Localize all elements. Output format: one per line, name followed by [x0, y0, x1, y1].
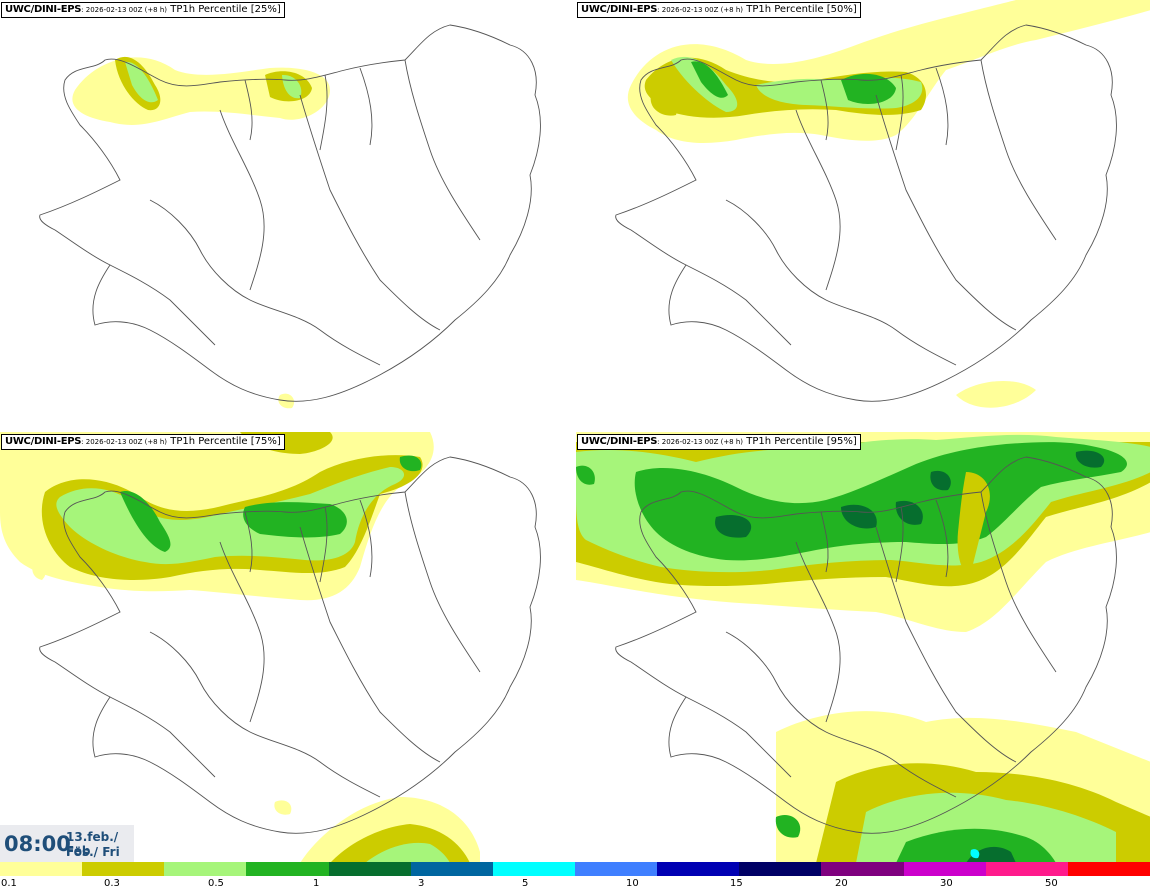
precip-map-p95: [576, 432, 1150, 863]
legend-tick-label: 20: [835, 878, 848, 889]
legend-tick-label: 50: [1045, 878, 1058, 889]
model-name: UWC/DINI-EPS: [581, 436, 658, 447]
legend-tick-label: 30: [940, 878, 953, 889]
precip-map-p75: [0, 432, 541, 863]
run-info: : 2026-02-13 00Z (+8 h): [657, 438, 744, 446]
legend-color-segment: [82, 862, 165, 876]
legend-color-segment: [1067, 862, 1150, 876]
map-panel-p25: UWC/DINI-EPS: 2026-02-13 00Z (+8 h) TP1h…: [0, 0, 575, 431]
precip-fields: [72, 56, 330, 409]
legend-color-segment: [821, 862, 904, 876]
legend-color-segment: [657, 862, 740, 876]
product-label: TP1h Percentile [75%]: [167, 436, 281, 447]
valid-time: 08:00: [4, 832, 71, 856]
legend-tick-label: 0.1: [1, 878, 17, 889]
legend-tick-label: 5: [522, 878, 529, 889]
precip-fields: [0, 432, 480, 863]
precip-map-p25: [39, 24, 541, 409]
legend-tick-label: 0.5: [208, 878, 224, 889]
map-panel-p50: UWC/DINI-EPS: 2026-02-13 00Z (+8 h) TP1h…: [576, 0, 1150, 431]
panel-header-p95: UWC/DINI-EPS: 2026-02-13 00Z (+8 h) TP1h…: [577, 434, 861, 450]
model-name: UWC/DINI-EPS: [5, 4, 82, 15]
legend-color-segment: [985, 862, 1068, 876]
legend-color-segment: [903, 862, 986, 876]
panel-header-p50: UWC/DINI-EPS: 2026-02-13 00Z (+8 h) TP1h…: [577, 2, 861, 18]
legend-color-segment: [164, 862, 247, 876]
run-info: : 2026-02-13 00Z (+8 h): [657, 6, 744, 14]
legend-color-segment: [0, 862, 83, 876]
legend-tick-label: 1: [313, 878, 320, 889]
iceland-coastline: [615, 24, 1117, 402]
panel-divider-vertical: [575, 0, 576, 862]
iceland-coastline: [615, 456, 1117, 834]
iceland-coastline: [39, 24, 541, 402]
product-label: TP1h Percentile [50%]: [743, 4, 857, 15]
panel-header-p75: UWC/DINI-EPS: 2026-02-13 00Z (+8 h) TP1h…: [1, 434, 285, 450]
valid-weekday: Fös./ Fri: [66, 845, 120, 859]
valid-date: 13.feb./ Feb: [66, 830, 119, 858]
legend-color-segment: [739, 862, 822, 876]
color-scale-bar: [0, 862, 1150, 876]
valid-time-box: 08:00 13.feb./ Feb Fös./ Fri: [0, 825, 134, 862]
map-panel-p95: UWC/DINI-EPS: 2026-02-13 00Z (+8 h) TP1h…: [576, 432, 1150, 863]
legend-tick-label: 10: [626, 878, 639, 889]
run-info: : 2026-02-13 00Z (+8 h): [81, 6, 168, 14]
legend-tick-label: 3: [418, 878, 425, 889]
precip-fields: [627, 0, 1150, 408]
model-name: UWC/DINI-EPS: [581, 4, 658, 15]
map-panel-p75: UWC/DINI-EPS: 2026-02-13 00Z (+8 h) TP1h…: [0, 432, 575, 863]
color-scale-legend: 0.1 0.3 0.5 1 3 5 10 15 20 30 50: [0, 862, 1150, 891]
panel-header-p25: UWC/DINI-EPS: 2026-02-13 00Z (+8 h) TP1h…: [1, 2, 285, 18]
legend-color-segment: [328, 862, 411, 876]
legend-color-segment: [492, 862, 575, 876]
run-info: : 2026-02-13 00Z (+8 h): [81, 438, 168, 446]
precip-map-p50: [615, 0, 1150, 408]
legend-color-segment: [410, 862, 493, 876]
legend-color-segment: [246, 862, 329, 876]
precip-fields: [576, 432, 1150, 863]
legend-tick-label: 15: [730, 878, 743, 889]
legend-color-segment: [574, 862, 658, 876]
iceland-coastline: [39, 456, 541, 834]
product-label: TP1h Percentile [95%]: [743, 436, 857, 447]
legend-tick-label: 0.3: [104, 878, 120, 889]
model-name: UWC/DINI-EPS: [5, 436, 82, 447]
product-label: TP1h Percentile [25%]: [167, 4, 281, 15]
